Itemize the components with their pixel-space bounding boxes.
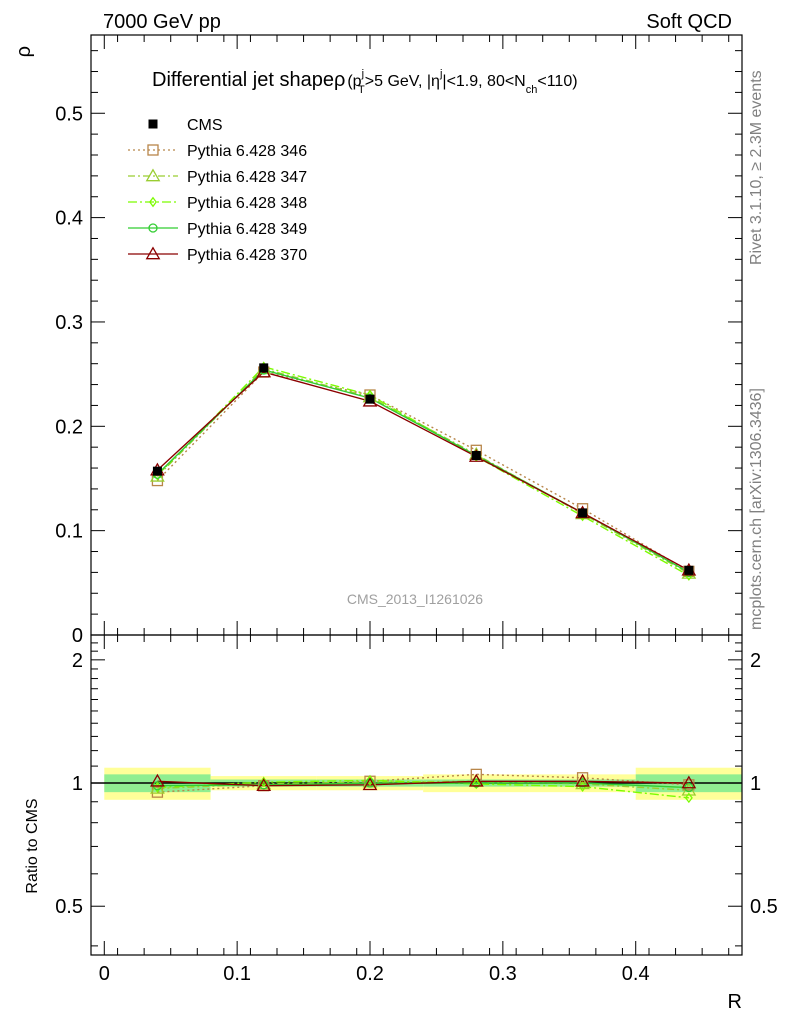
ratio-ytick-label-left-2: 2 — [72, 650, 83, 672]
rivet-version-label: Rivet 3.1.10, ≥ 2.3M events — [748, 70, 765, 265]
series-lines — [156, 366, 690, 799]
ratio-ytick-label-right-2: 2 — [750, 650, 761, 672]
main-point-cms-5 — [684, 565, 694, 575]
legend-marker-pythia-6-428-346 — [147, 144, 159, 156]
legend-label-pythia-6-428-348: Pythia 6.428 348 — [187, 195, 307, 212]
plot-title-sup-j2: j — [439, 68, 442, 80]
header-energy: 7000 GeV pp — [103, 11, 221, 33]
plot-title-sup-j: j — [361, 68, 364, 80]
ratio-ytick-label-right-1: 1 — [750, 773, 761, 795]
ratio-point-pythia-6-428-370-0 — [150, 773, 165, 787]
legend-marker-cms — [148, 119, 158, 129]
main-line-pythia-6-428-348 — [156, 366, 690, 577]
main-ytick-label-1: 0.1 — [55, 521, 83, 543]
ratio-point-pythia-6-428-370-5 — [681, 775, 697, 789]
ratio-ytick-label-left-0: 0.5 — [55, 896, 83, 918]
ratio-point-pythia-6-428-370-4 — [575, 773, 590, 787]
xtick-label-0: 0 — [99, 963, 110, 985]
legend-label-pythia-6-428-370: Pythia 6.428 370 — [187, 247, 307, 264]
main-ytick-label-2: 0.2 — [55, 416, 83, 438]
axis-ticks: 0 0.1 0.2 0.3 0.4 0.5 0 0.1 0.2 0.3 0.4 0.5 0.5 1 1 2 2 — [55, 35, 778, 985]
ratio-line-pythia-6-428-346 — [157, 773, 689, 793]
plot-title-mid1: >5 GeV, |η — [365, 73, 440, 90]
ratio-point-pythia-6-428-349-1 — [259, 780, 269, 790]
ratio-line-pythia-6-428-370 — [157, 780, 689, 787]
ratio-ytick-label-left-1: 1 — [72, 773, 83, 795]
legend: CMS Pythia 6.428 346 Pythia 6.428 347 Pythi… — [128, 117, 307, 264]
analysis-watermark: CMS_2013_I1261026 — [347, 591, 483, 607]
xtick-label-3: 0.3 — [489, 963, 517, 985]
ratio-point-pythia-6-428-348-5 — [684, 792, 693, 804]
header-category: Soft QCD — [646, 11, 732, 33]
ratio-point-pythia-6-428-370-2 — [362, 777, 378, 791]
ratio-point-pythia-6-428-348-4 — [578, 781, 587, 792]
xtick-label-1: 0.1 — [223, 963, 251, 985]
ratio-line-pythia-6-428-348 — [157, 779, 689, 799]
ratio-panel-frame — [90, 634, 743, 956]
axes-frames — [90, 34, 743, 956]
main-line-pythia-6-428-370 — [156, 371, 690, 571]
main-y-axis-label: ρ — [13, 46, 35, 57]
legend-marker-pythia-6-428-347 — [145, 168, 161, 182]
ratio-point-pythia-6-428-348-3 — [472, 778, 481, 790]
plot-title-mid2: |<1.9, 80<N — [442, 73, 525, 90]
ratio-point-pythia-6-428-370-1 — [256, 778, 272, 792]
legend-marker-pythia-6-428-348 — [149, 196, 157, 208]
series-markers — [150, 361, 697, 804]
legend-label-cms: CMS — [187, 117, 223, 134]
plot-title-sub-ch: ch — [526, 84, 538, 96]
plot-title-close: <110) — [537, 73, 577, 90]
main-ytick-label-5: 0.5 — [55, 103, 83, 125]
main-ytick-label-0: 0 — [72, 625, 83, 647]
main-point-cms-3 — [471, 451, 481, 461]
legend-label-pythia-6-428-346: Pythia 6.428 346 — [187, 143, 307, 160]
legend-marker-pythia-6-428-370 — [145, 246, 161, 260]
plot-title-main: Differential jet shapeρ — [152, 69, 345, 91]
main-point-cms-0 — [152, 466, 162, 476]
main-point-cms-2 — [365, 394, 375, 404]
mcplots-label: mcplots.cern.ch [arXiv:1306.3436] — [748, 388, 765, 630]
main-line-pythia-6-428-346 — [156, 371, 690, 572]
ratio-line-pythia-6-428-347 — [157, 780, 689, 791]
legend-label-pythia-6-428-349: Pythia 6.428 349 — [187, 221, 307, 238]
x-axis-label: R — [728, 991, 742, 1013]
ratio-y-axis-label: Ratio to CMS — [24, 798, 41, 893]
main-line-pythia-6-428-349 — [156, 369, 690, 574]
ratio-ytick-label-right-0: 0.5 — [750, 896, 778, 918]
main-point-cms-1 — [259, 363, 269, 373]
legend-marker-pythia-6-428-349 — [148, 223, 158, 233]
main-line-pythia-6-428-347 — [156, 368, 690, 575]
ratio-point-pythia-6-428-370-3 — [468, 773, 484, 787]
main-ytick-label-4: 0.4 — [55, 208, 83, 230]
plot-title-open: (p — [347, 73, 361, 90]
main-point-cms-4 — [578, 508, 588, 518]
xtick-label-4: 0.4 — [622, 963, 650, 985]
ratio-point-pythia-6-428-347-4 — [575, 776, 590, 790]
xtick-label-2: 0.2 — [356, 963, 384, 985]
main-ytick-label-3: 0.3 — [55, 312, 83, 334]
plot-title-sub-T: T — [358, 84, 365, 96]
legend-label-pythia-6-428-347: Pythia 6.428 347 — [187, 169, 307, 186]
plot-title: Differential jet shapeρ (pj T>5 GeV, |ηj|<… — [152, 68, 578, 96]
